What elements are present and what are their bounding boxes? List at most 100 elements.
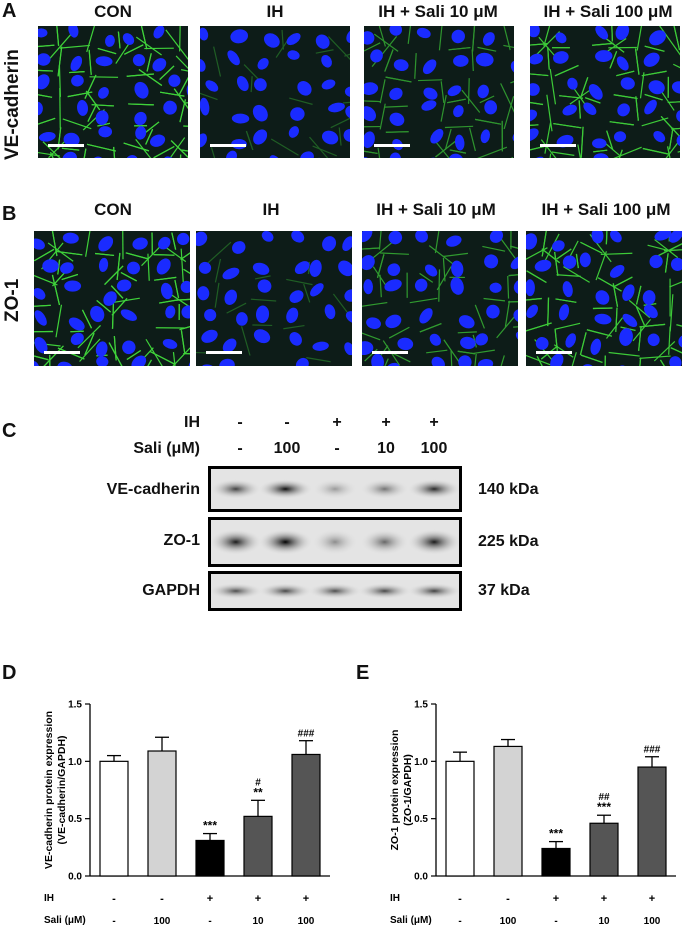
sali-value: 10 [252,916,264,927]
blot-band [407,529,459,555]
blot-band [258,529,313,555]
sali-value: - [112,916,115,927]
y-tick-label: 1.0 [68,757,82,768]
wb-ih-lane5: + [429,414,439,431]
panel-letter-d: D [2,662,17,684]
blot-band [312,479,358,499]
y-tick-label: 1.0 [414,757,428,768]
wb-sali-lane3: - [334,440,340,457]
blot-band [307,583,363,599]
bar [291,753,321,877]
nuclei [362,231,518,366]
bar [493,745,523,877]
blot-band [211,479,262,499]
blot-band [357,583,412,599]
micrograph-b-ih-sali10 [362,231,518,366]
wb-ih-lane4: + [381,414,391,431]
y-tick-label: 1.5 [414,700,428,711]
micrograph-a-ih [200,26,350,158]
scale-bar [210,144,246,147]
title-b-ih-sali100: IH + Sali 100 μM [541,200,671,219]
junction-network [362,231,518,366]
ih-value: + [553,893,559,905]
ih-value: - [160,893,164,905]
nuclei [34,232,190,366]
chart-zo-1-expression: 0.0 0.5 1.0 1.5 ZO-1 protein expression(ZO-1… [389,700,676,927]
scale-bar [374,144,410,147]
bar [589,822,619,877]
row-label-ih: IH [44,893,54,904]
sali-value: 100 [500,916,517,927]
scale-bar [536,351,572,354]
sali-value: - [554,916,557,927]
sali-value: 10 [598,916,610,927]
y-tick-label: 0.5 [68,814,82,825]
nuclei [530,26,680,158]
wb-kda-gapdh: 37 kDa [478,582,530,599]
y-axis-label: ZO-1 protein expression(ZO-1/GAPDH) [389,730,414,851]
wb-label-ve-cadherin: VE-cadherin [106,481,200,498]
title-a-ih-sali10: IH + Sali 10 μM [378,2,498,21]
significance-hashes: ### [644,745,661,756]
panel-letter-a: A [2,0,17,22]
nuclei [526,231,682,366]
title-a-ih: IH [266,2,284,21]
bar [541,847,571,877]
sali-value: 100 [154,916,171,927]
ih-value: + [207,893,213,905]
ih-value: + [649,893,655,905]
scale-bar [48,144,84,147]
micrograph-a-ih-sali10 [364,26,514,158]
blot-band [211,583,264,599]
significance-hashes: ## [598,792,610,803]
significance-asterisks: *** [203,819,217,833]
wb-label-zo-1: ZO-1 [163,532,200,549]
nuclei [196,231,352,366]
nuclei [200,27,350,158]
wb-sali-label: Sali (μM) [133,440,200,457]
bar [99,760,129,877]
row-label-sali: Sali (μM) [44,915,86,926]
significance-hashes: # [255,777,261,788]
scale-bar [44,351,80,354]
blot-zo-1 [208,517,462,567]
junction-network [526,231,682,366]
blot-band [211,529,263,555]
wb-ih-lane3: + [332,414,342,431]
title-b-ih-sali10: IH + Sali 10 μM [376,200,496,219]
bar [147,750,177,877]
blot-gapdh [208,571,462,611]
wb-ih-lane2: - [284,414,290,431]
row-label-ve-cadherin: VE-cadherin [2,49,23,160]
row-label-zo-1: ZO-1 [2,278,23,322]
blot-band [312,529,358,555]
blot-band [406,583,459,599]
blot-band [407,479,459,499]
blot-band [360,529,409,555]
blot-band [360,479,409,499]
wb-kda-zo-1: 225 kDa [478,533,539,550]
y-tick-label: 0.0 [68,872,82,883]
wb-sali-lane4: 10 [377,440,395,457]
row-label-ih: IH [390,893,400,904]
blot-band [258,583,313,599]
scale-bar [540,144,576,147]
row-label-sali: Sali (μM) [390,915,432,926]
sali-value: - [208,916,211,927]
y-axis-label: VE-cadherin protein expression(VE-cadher… [43,711,68,869]
micrograph-a-con [38,26,188,158]
wb-label-gapdh: GAPDH [142,582,200,599]
wb-kda-ve-cadherin: 140 kDa [478,481,539,498]
significance-asterisks: *** [597,800,611,814]
blot-band [258,479,313,499]
wb-sali-lane1: - [237,440,243,457]
title-b-ih: IH [262,200,280,219]
ih-value: + [255,893,261,905]
nuclei [364,26,514,158]
junction-network [38,26,188,158]
panel-letter-b: B [2,203,17,225]
ih-value: - [458,893,462,905]
sali-value: 100 [298,916,315,927]
micrograph-b-ih [196,231,352,366]
micrograph-b-ih-sali100 [526,231,682,366]
